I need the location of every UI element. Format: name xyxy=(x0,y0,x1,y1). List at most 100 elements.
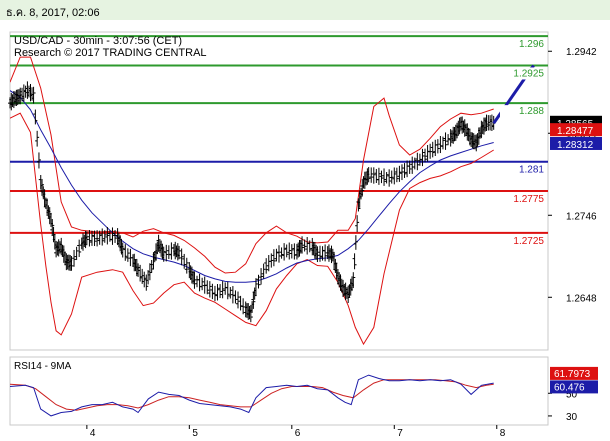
price-bar xyxy=(379,170,384,184)
price-bar xyxy=(256,274,261,289)
x-tick-label: 5 xyxy=(192,428,198,439)
price-bar xyxy=(443,132,448,150)
rsi-value-label-2: 60.476 xyxy=(554,382,585,393)
price-bar xyxy=(120,242,125,258)
x-tick-label: 4 xyxy=(90,428,96,439)
price-bar xyxy=(87,230,92,247)
price-bar xyxy=(407,160,412,174)
price-label-2: 1.28477 xyxy=(557,126,594,137)
price-bar xyxy=(164,244,169,262)
level-label-4: 1.281 xyxy=(519,165,544,176)
level-label-6: 1.2725 xyxy=(513,236,544,247)
price-bar xyxy=(284,244,289,258)
price-bar xyxy=(74,246,79,261)
price-bar xyxy=(402,163,407,178)
rsi-value-label-1: 61.7973 xyxy=(554,369,591,380)
price-bar xyxy=(31,86,36,104)
price-bar xyxy=(113,230,118,243)
price-bar xyxy=(35,130,40,147)
price-bar xyxy=(435,139,440,154)
price-bar xyxy=(352,253,357,270)
price-bar xyxy=(392,167,397,185)
price-bar xyxy=(144,274,149,291)
price-bar xyxy=(399,164,404,181)
price-bar xyxy=(69,256,74,271)
price-bar xyxy=(125,248,130,262)
rsi-tick-label: 30 xyxy=(566,412,578,423)
price-bar xyxy=(317,245,322,262)
price-bar xyxy=(228,287,233,299)
price-bar xyxy=(279,247,284,259)
price-bar xyxy=(212,285,217,302)
level-label-2: 1.2925 xyxy=(513,68,544,79)
level-label-1: 1.296 xyxy=(519,39,544,50)
x-tick-label: 8 xyxy=(500,428,506,439)
price-bar xyxy=(200,277,205,291)
price-bar xyxy=(92,230,97,247)
price-bar xyxy=(259,268,264,285)
price-bar xyxy=(253,278,258,296)
price-bar xyxy=(415,152,420,171)
price-bar xyxy=(95,230,100,247)
price-bar xyxy=(394,167,399,183)
bollinger-lower-line xyxy=(10,112,494,346)
price-label-3: 1.28312 xyxy=(557,140,594,151)
price-bar xyxy=(323,244,328,262)
price-bar xyxy=(474,134,479,152)
price-bar xyxy=(252,287,257,300)
price-bar xyxy=(269,253,274,268)
price-bar xyxy=(84,231,89,246)
price-bar xyxy=(102,230,107,243)
price-bar xyxy=(182,253,187,269)
price-bar xyxy=(307,240,312,253)
y-tick-label: 1.2942 xyxy=(566,47,597,58)
price-bar xyxy=(417,153,422,166)
price-bar xyxy=(110,227,115,245)
price-bar xyxy=(261,263,266,279)
price-bar xyxy=(274,248,279,262)
price-bar xyxy=(192,271,197,289)
rsi-line xyxy=(9,374,494,417)
price-bar xyxy=(423,148,428,163)
price-bar xyxy=(184,257,189,274)
price-bar xyxy=(389,170,394,184)
price-bar xyxy=(77,239,82,257)
price-bar xyxy=(440,136,445,150)
level-label-5: 1.2775 xyxy=(513,194,544,205)
price-bar xyxy=(207,281,212,298)
price-bar xyxy=(233,290,238,304)
price-bar xyxy=(177,245,182,260)
price-bar xyxy=(382,168,387,186)
price-bar xyxy=(33,109,38,125)
price-bar xyxy=(72,249,77,267)
price-bar xyxy=(161,246,166,262)
price-bar xyxy=(271,249,276,267)
price-bars xyxy=(8,81,496,323)
price-bar xyxy=(384,172,389,184)
chart-canvas[interactable]: 1.296 1.2925 1.288 1.281 1.2775 1.2725 USD/CAD… xyxy=(0,20,610,441)
price-bar xyxy=(387,169,392,187)
price-bar xyxy=(366,167,371,183)
price-bar xyxy=(241,298,246,315)
price-bar xyxy=(292,243,297,260)
price-bar xyxy=(355,215,360,233)
price-bar xyxy=(50,219,55,236)
price-bar xyxy=(277,245,281,263)
rsi-tick-label: 50 xyxy=(566,389,578,400)
level-label-3: 1.288 xyxy=(519,106,544,117)
price-bar xyxy=(315,246,320,263)
price-bar xyxy=(215,284,220,301)
price-bar xyxy=(371,167,376,184)
y-tick-label: 1.2746 xyxy=(566,211,597,222)
price-bar xyxy=(300,236,305,254)
price-bar xyxy=(376,167,381,185)
price-bar xyxy=(236,291,241,309)
price-bar xyxy=(302,239,307,252)
price-bar xyxy=(264,258,269,274)
price-bar xyxy=(238,295,243,311)
rsi-ma-line xyxy=(9,379,494,411)
price-bar xyxy=(225,281,230,300)
price-bar xyxy=(97,230,102,245)
chart-title: USD/CAD - 30min - 3:07:56 (CET) xyxy=(14,35,182,47)
price-bar xyxy=(205,280,210,295)
